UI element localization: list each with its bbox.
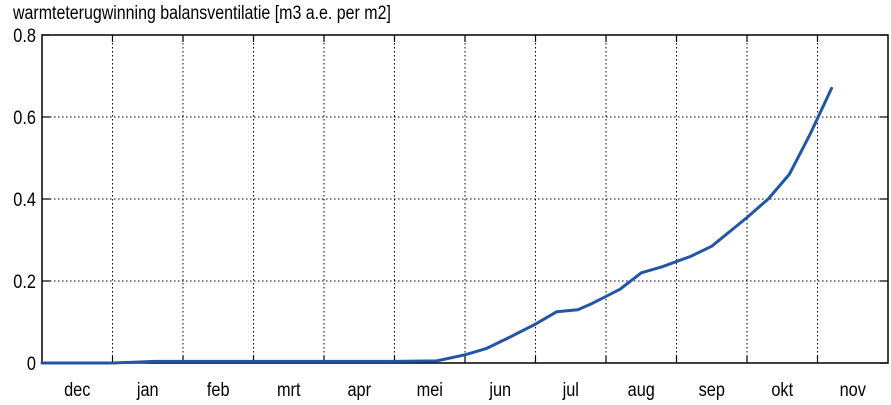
y-tick-label: 0.8 [13,25,36,46]
x-tick-label: feb [207,379,230,400]
x-tick-label: aug [628,379,655,400]
x-tick-label: okt [771,379,793,400]
x-tick-label: dec [64,379,90,400]
series-layer [40,86,834,365]
x-tick-label: nov [840,379,866,400]
axis-layer: 0 0.2 0.4 0.6 0.8 dec jan feb mrt apr mei jun jul aug… [13,25,889,400]
y-tick-label: 0.4 [13,189,36,210]
y-tick-label: 0.6 [13,107,36,128]
x-tick-label: jul [562,379,579,400]
x-tick-label: jan [136,379,159,400]
x-tick-label: apr [347,379,371,400]
chart-title: warmteterugwinning balansventilatie [m3 … [13,3,391,24]
x-tick-label: mei [417,379,443,400]
grid-layer [42,35,888,363]
series-line [40,86,834,365]
x-tick-label: jun [488,379,511,400]
x-tick-label: sep [699,379,725,400]
x-tick-label: mrt [277,379,301,400]
y-tick-label: 0.2 [13,271,36,292]
y-tick-label: 0 [27,353,36,374]
